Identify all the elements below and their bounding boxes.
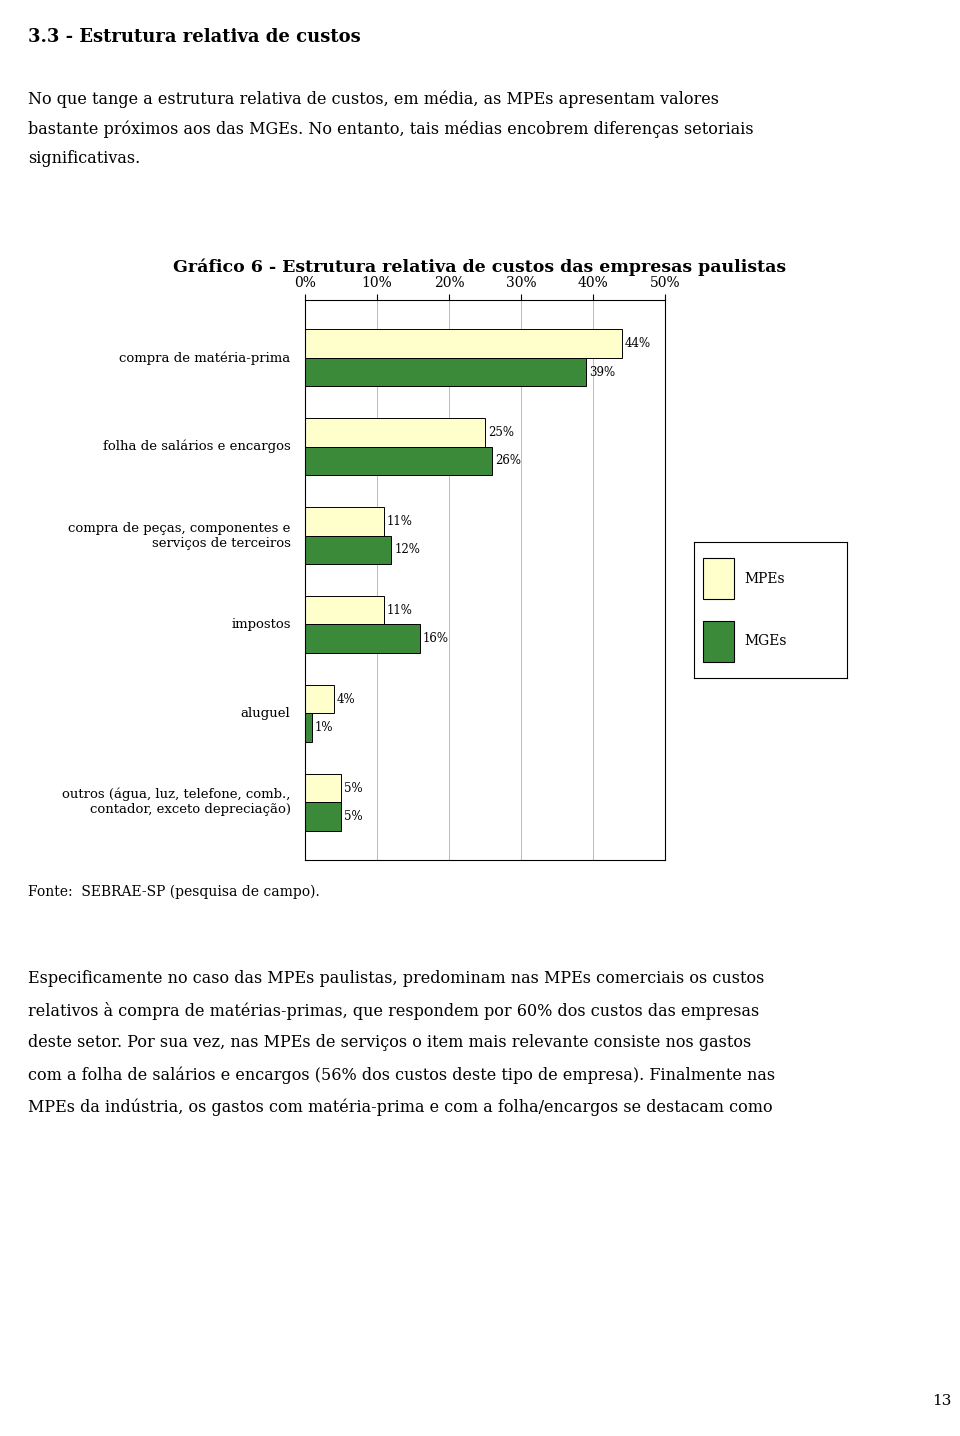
Text: MGEs: MGEs — [745, 635, 787, 649]
Text: MPEs da indústria, os gastos com matéria-prima e com a folha/encargos se destaca: MPEs da indústria, os gastos com matéria… — [28, 1099, 773, 1116]
Text: No que tange a estrutura relativa de custos, em média, as MPEs apresentam valore: No que tange a estrutura relativa de cus… — [28, 90, 719, 108]
Bar — [305, 625, 420, 653]
Bar — [305, 447, 492, 475]
Text: com a folha de salários e encargos (56% dos custos deste tipo de empresa). Final: com a folha de salários e encargos (56% … — [28, 1066, 775, 1084]
Text: deste setor. Por sua vez, nas MPEs de serviços o item mais relevante consiste no: deste setor. Por sua vez, nas MPEs de se… — [28, 1034, 752, 1051]
Text: 26%: 26% — [495, 454, 521, 467]
Text: Especificamente no caso das MPEs paulistas, predominam nas MPEs comerciais os cu: Especificamente no caso das MPEs paulist… — [28, 969, 764, 987]
Text: 39%: 39% — [588, 366, 614, 379]
Bar — [305, 358, 586, 386]
Text: 5%: 5% — [344, 781, 363, 794]
Text: 11%: 11% — [387, 603, 413, 616]
Text: 44%: 44% — [625, 337, 651, 350]
Text: 5%: 5% — [344, 810, 363, 823]
Bar — [305, 329, 622, 358]
Text: 13: 13 — [932, 1394, 951, 1409]
Text: aluguel: aluguel — [241, 707, 291, 719]
Text: significativas.: significativas. — [28, 149, 140, 167]
Text: 25%: 25% — [488, 426, 514, 439]
Text: Gráfico 6 - Estrutura relativa de custos das empresas paulistas: Gráfico 6 - Estrutura relativa de custos… — [174, 258, 786, 276]
Bar — [703, 559, 733, 599]
Text: 12%: 12% — [395, 543, 420, 556]
Bar — [305, 774, 341, 803]
Text: outros (água, luz, telefone, comb.,
    contador, exceto depreciação): outros (água, luz, telefone, comb., cont… — [62, 788, 291, 817]
Bar — [305, 418, 485, 447]
Text: folha de salários e encargos: folha de salários e encargos — [103, 439, 291, 454]
Bar — [305, 685, 334, 714]
Text: 1%: 1% — [315, 721, 333, 734]
Text: compra de matéria-prima: compra de matéria-prima — [119, 350, 291, 365]
Text: 3.3 - Estrutura relativa de custos: 3.3 - Estrutura relativa de custos — [28, 27, 361, 46]
Text: 4%: 4% — [337, 692, 355, 705]
Bar — [305, 596, 384, 625]
Text: impostos: impostos — [231, 617, 291, 630]
Text: relativos à compra de matérias-primas, que respondem por 60% dos custos das empr: relativos à compra de matérias-primas, q… — [28, 1002, 759, 1020]
Bar — [305, 714, 312, 742]
Text: compra de peças, componentes e
    serviços de terceiros: compra de peças, componentes e serviços … — [68, 521, 291, 550]
Bar — [305, 803, 341, 830]
Text: bastante próximos aos das MGEs. No entanto, tais médias encobrem diferenças seto: bastante próximos aos das MGEs. No entan… — [28, 121, 754, 138]
Text: MPEs: MPEs — [745, 572, 785, 586]
Text: 16%: 16% — [423, 632, 449, 645]
Bar — [305, 536, 392, 564]
Text: 11%: 11% — [387, 516, 413, 528]
Bar — [703, 620, 733, 662]
Text: Fonte:  SEBRAE-SP (pesquisa de campo).: Fonte: SEBRAE-SP (pesquisa de campo). — [28, 885, 320, 899]
Bar — [305, 507, 384, 536]
